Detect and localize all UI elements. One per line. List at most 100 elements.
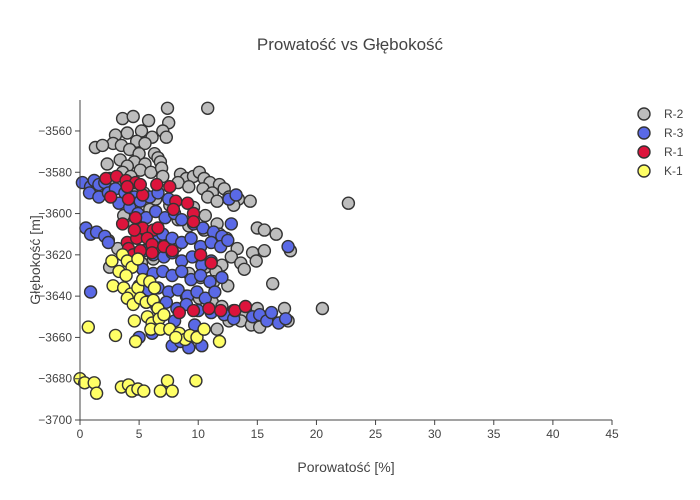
data-point[interactable] — [150, 177, 164, 192]
y-tick-label: −3700 — [38, 413, 72, 427]
x-tick-label: 25 — [369, 427, 383, 441]
data-point[interactable] — [279, 312, 293, 326]
data-point[interactable] — [100, 157, 114, 171]
data-point[interactable] — [210, 322, 224, 336]
data-point[interactable] — [224, 217, 239, 231]
data-point[interactable] — [243, 194, 257, 208]
data-point[interactable] — [257, 243, 272, 258]
data-point[interactable] — [166, 202, 181, 217]
data-point[interactable] — [145, 246, 159, 260]
data-point[interactable] — [186, 215, 201, 229]
data-point[interactable] — [165, 243, 179, 258]
data-point[interactable] — [193, 248, 208, 262]
data-point[interactable] — [157, 308, 171, 322]
data-point[interactable] — [208, 285, 222, 299]
legend-marker — [637, 107, 651, 121]
data-point[interactable] — [95, 138, 110, 153]
data-point[interactable] — [200, 101, 215, 116]
x-tick-label: 40 — [546, 427, 560, 441]
data-point[interactable] — [281, 239, 295, 254]
data-point[interactable] — [210, 194, 224, 208]
data-point[interactable] — [121, 192, 136, 206]
data-point[interactable] — [189, 374, 203, 388]
legend-item-k-1[interactable]: K-1 — [637, 164, 683, 178]
data-point[interactable] — [171, 283, 185, 297]
data-point[interactable] — [83, 285, 98, 299]
data-point[interactable] — [198, 208, 213, 223]
data-point[interactable] — [127, 223, 142, 237]
data-point[interactable] — [128, 210, 143, 225]
legend-item-r-2[interactable]: R-2 — [637, 107, 684, 121]
legend-item-r-3[interactable]: R-3 — [637, 126, 684, 140]
data-point[interactable] — [238, 299, 253, 314]
data-point[interactable] — [269, 227, 283, 241]
data-point[interactable] — [184, 231, 198, 246]
data-point[interactable] — [212, 334, 227, 349]
x-tick-label: 5 — [136, 427, 143, 441]
data-point[interactable] — [159, 130, 174, 144]
data-point[interactable] — [197, 322, 211, 336]
legend-item-r-1[interactable]: R-1 — [637, 145, 684, 159]
data-point[interactable] — [315, 301, 330, 316]
data-point[interactable] — [174, 212, 189, 227]
data-point[interactable] — [229, 188, 243, 202]
data-point[interactable] — [115, 217, 130, 231]
data-point[interactable] — [119, 268, 133, 283]
data-point[interactable] — [213, 303, 228, 318]
data-point[interactable] — [151, 221, 165, 235]
data-point[interactable] — [153, 384, 168, 398]
data-point[interactable] — [174, 264, 189, 279]
data-point[interactable] — [137, 384, 151, 398]
data-point[interactable] — [257, 223, 272, 237]
data-point[interactable] — [147, 281, 162, 295]
data-point[interactable] — [127, 314, 142, 328]
data-point[interactable] — [131, 252, 145, 266]
data-point[interactable] — [108, 328, 123, 343]
data-point[interactable] — [163, 179, 177, 194]
data-point[interactable] — [81, 320, 96, 334]
data-point[interactable] — [182, 179, 196, 194]
y-axis-ticks: −3700 −3680 −3660 −3640 −3620 −3600 −3580 −3560 — [38, 124, 80, 427]
data-point[interactable] — [224, 250, 239, 264]
data-point[interactable] — [99, 171, 113, 186]
data-point[interactable] — [133, 177, 148, 192]
data-point[interactable] — [138, 136, 152, 151]
data-point[interactable] — [180, 196, 195, 210]
data-point[interactable] — [237, 262, 252, 276]
data-point[interactable] — [266, 277, 280, 291]
data-point[interactable] — [341, 196, 356, 210]
data-point[interactable] — [141, 113, 156, 128]
data-point[interactable] — [169, 330, 183, 345]
data-point[interactable] — [105, 254, 119, 268]
data-point[interactable] — [215, 270, 229, 285]
data-point[interactable] — [120, 179, 135, 194]
x-tick-label: 45 — [605, 427, 619, 441]
data-point[interactable] — [128, 334, 143, 349]
data-point[interactable] — [148, 204, 163, 219]
legend-label: R-1 — [664, 145, 684, 159]
legend-label: R-3 — [664, 126, 684, 140]
data-point[interactable] — [249, 254, 263, 268]
legend-label: K-1 — [664, 164, 683, 178]
data-point[interactable] — [160, 101, 175, 116]
data-point[interactable] — [221, 233, 235, 248]
legend-marker — [637, 126, 651, 140]
x-tick-label: 20 — [310, 427, 324, 441]
data-point[interactable] — [106, 279, 120, 293]
y-tick-label: −3660 — [38, 330, 72, 344]
data-point[interactable] — [101, 235, 116, 250]
data-point[interactable] — [89, 386, 104, 400]
data-point[interactable] — [186, 303, 201, 318]
data-point[interactable] — [202, 301, 216, 316]
data-point[interactable] — [264, 305, 279, 320]
data-point[interactable] — [126, 109, 140, 124]
data-point[interactable] — [120, 126, 135, 140]
data-point[interactable] — [115, 111, 130, 126]
data-point[interactable] — [193, 268, 208, 283]
data-point[interactable] — [103, 190, 118, 204]
y-tick-label: −3580 — [38, 165, 72, 179]
data-point[interactable] — [204, 256, 218, 270]
data-point[interactable] — [172, 305, 187, 320]
data-point[interactable] — [165, 384, 179, 398]
